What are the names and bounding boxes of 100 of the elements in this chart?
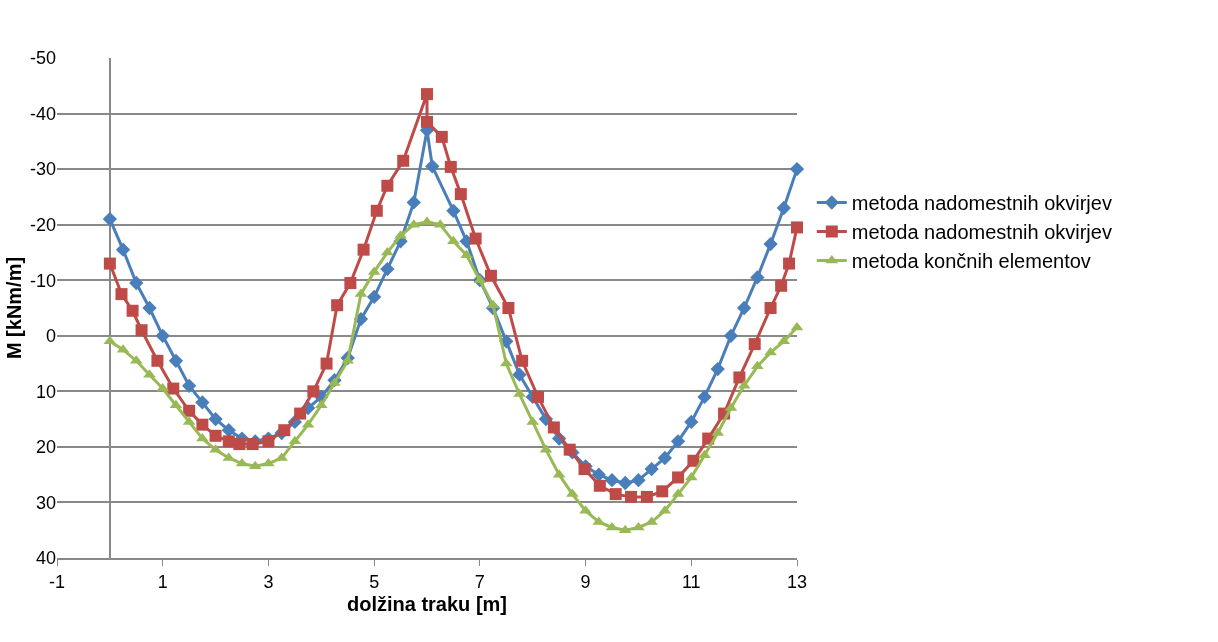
point [657, 450, 673, 466]
point [208, 411, 223, 427]
y-tick-label: -30 [29, 159, 56, 180]
y-axis-title: M [kNm/m] [3, 256, 26, 360]
x-tick-label: 13 [786, 571, 808, 592]
point [684, 471, 698, 481]
point [102, 211, 118, 227]
point [469, 232, 482, 245]
point [632, 521, 645, 531]
point [181, 378, 197, 393]
point [547, 421, 560, 434]
point [103, 257, 116, 270]
point [294, 407, 307, 420]
point [288, 435, 302, 445]
point [246, 438, 259, 451]
point [532, 390, 544, 403]
point [307, 385, 320, 398]
point [406, 195, 421, 210]
point [764, 346, 777, 356]
y-tick-label: -50 [29, 48, 56, 69]
point [484, 269, 497, 282]
y-tick-label: 40 [35, 548, 56, 569]
x-tick-label: 5 [369, 571, 380, 592]
y-tick-label: -20 [29, 214, 56, 235]
point [155, 328, 170, 343]
point [435, 130, 448, 143]
point [454, 188, 467, 201]
point [751, 360, 764, 370]
point [151, 354, 164, 367]
point [397, 154, 410, 167]
y-tick-label: 30 [35, 492, 56, 513]
point [763, 236, 778, 252]
point [380, 261, 395, 277]
point [115, 288, 128, 301]
legend-label: metoda končnih elementov [851, 250, 1091, 273]
point [221, 423, 236, 438]
point [644, 461, 659, 477]
point [446, 203, 461, 218]
point [344, 277, 357, 289]
point [604, 473, 620, 488]
point [233, 438, 246, 451]
x-axis-title: dolžina traku [m] [346, 592, 508, 615]
point [563, 443, 576, 456]
point [605, 521, 619, 531]
point [625, 490, 638, 503]
point [670, 434, 686, 449]
point [710, 361, 725, 377]
y-tick-label: 10 [35, 381, 56, 402]
point [320, 357, 333, 370]
y-tick-label: 20 [35, 437, 56, 458]
point [736, 300, 752, 316]
point [331, 299, 344, 312]
y-tick-label: 0 [45, 326, 56, 347]
point [723, 328, 739, 343]
point [733, 371, 746, 384]
point [370, 204, 383, 217]
x-tick-label: 7 [474, 571, 485, 592]
point [421, 88, 433, 101]
point [672, 471, 685, 484]
point [791, 221, 803, 234]
point [502, 302, 515, 314]
point [764, 302, 777, 314]
point [775, 279, 788, 292]
y-tick-label: -40 [29, 103, 56, 124]
point [278, 424, 291, 437]
point [167, 382, 180, 395]
point [776, 200, 791, 216]
point [126, 304, 139, 317]
point [609, 488, 622, 501]
point [248, 460, 262, 470]
point [516, 354, 529, 367]
point [656, 485, 669, 498]
point [421, 115, 433, 128]
point [750, 270, 765, 285]
point [381, 179, 394, 192]
point [578, 463, 591, 476]
point [195, 395, 210, 410]
point [425, 159, 440, 174]
point [209, 429, 222, 442]
point [135, 324, 148, 337]
point [115, 242, 131, 257]
point [512, 367, 527, 382]
x-tick-label: 1 [157, 571, 168, 592]
x-tick-label: -1 [48, 571, 66, 592]
point [262, 435, 275, 448]
point [129, 275, 144, 291]
point [790, 321, 804, 331]
point [357, 243, 370, 256]
point [103, 335, 117, 345]
point [783, 257, 796, 270]
x-tick-label: 9 [580, 571, 591, 592]
point [748, 338, 761, 351]
point [444, 160, 457, 173]
point [142, 300, 157, 316]
point [593, 479, 606, 492]
point [366, 289, 382, 305]
x-tick-label: 3 [263, 571, 274, 592]
point [687, 454, 700, 467]
point [640, 490, 653, 503]
point [196, 418, 209, 431]
